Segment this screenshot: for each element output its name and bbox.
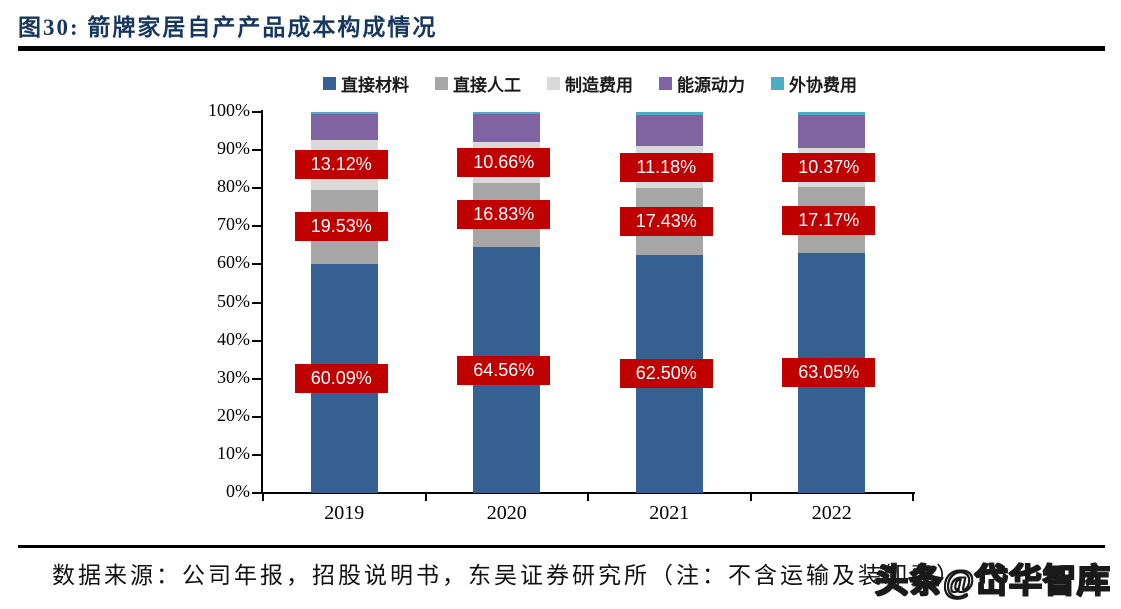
data-label-直接材料-2022: 63.05%	[782, 358, 876, 388]
legend-label: 制造费用	[565, 76, 633, 95]
source-note: 数据来源：公司年报，招股说明书，东吴证券研究所（注：不含运输及装卸费）	[52, 563, 962, 588]
legend-swatch-icon	[771, 77, 784, 90]
y-axis-tick	[252, 187, 262, 190]
y-axis-tick	[252, 263, 262, 266]
legend-swatch-icon	[323, 77, 336, 90]
y-axis-tick-label: 70%	[217, 214, 250, 235]
x-axis-label-2021: 2021	[649, 502, 690, 524]
x-axis-tick	[912, 492, 914, 501]
footer-divider	[18, 545, 1105, 548]
y-axis-tick-label: 0%	[226, 481, 250, 501]
y-axis-tick-label: 30%	[217, 366, 250, 387]
figure-title: 图30: 箭牌家居自产产品成本构成情况	[18, 15, 438, 40]
data-label-直接材料-2019: 60.09%	[294, 364, 388, 394]
y-axis-tick	[252, 149, 262, 152]
y-axis-tick-label: 60%	[217, 252, 250, 273]
y-axis-line	[261, 110, 263, 494]
bar-segment-能源动力-2022	[798, 114, 866, 148]
legend-item-3: 能源动力	[659, 71, 745, 96]
x-axis-tick	[262, 492, 264, 501]
plot-area: 60.09% 19.53% 13.12% 64.56% 16.83% 10.66% 62.5…	[263, 112, 913, 493]
data-label-直接材料-2021: 62.50%	[619, 359, 713, 389]
legend-label: 直接人工	[453, 76, 521, 95]
y-axis-tick	[252, 225, 262, 228]
y-axis-tick-label: 100%	[208, 100, 250, 120]
legend-swatch-icon	[435, 77, 448, 90]
y-axis-tick-label: 80%	[217, 176, 250, 197]
legend-item-4: 外协费用	[771, 71, 857, 96]
y-axis-tick	[252, 301, 262, 304]
data-label-直接材料-2020: 64.56%	[457, 355, 551, 385]
x-axis-tick	[587, 492, 589, 501]
legend-swatch-icon	[659, 77, 672, 90]
legend-label: 能源动力	[677, 76, 745, 95]
legend-swatch-icon	[547, 77, 560, 90]
y-axis-tick-label: 90%	[217, 138, 250, 159]
bar-segment-能源动力-2020	[473, 114, 541, 143]
legend-item-0: 直接材料	[323, 71, 409, 96]
data-label-直接人工-2022: 17.17%	[782, 205, 876, 235]
legend-item-2: 制造费用	[547, 71, 633, 96]
data-label-直接人工-2021: 17.43%	[619, 207, 713, 237]
data-label-制造费用-2022: 10.37%	[782, 153, 876, 183]
data-label-直接人工-2019: 19.53%	[294, 212, 388, 242]
legend-item-1: 直接人工	[435, 71, 521, 96]
data-label-制造费用-2020: 10.66%	[457, 148, 551, 178]
y-axis-tick-label: 50%	[217, 290, 250, 311]
x-axis-label-2022: 2022	[811, 502, 852, 524]
x-axis-tick	[749, 492, 752, 501]
y-axis-tick	[252, 111, 262, 113]
x-axis-tick	[424, 492, 427, 501]
legend-label: 外协费用	[789, 76, 857, 95]
y-axis-tick	[252, 377, 262, 380]
x-axis-label-2019: 2019	[324, 502, 365, 524]
bar-segment-外协费用-2019	[310, 112, 378, 115]
watermark: 头条@岱华智库	[874, 563, 1111, 601]
x-axis-line	[253, 492, 915, 494]
y-axis-tick	[252, 492, 262, 494]
bar-segment-外协费用-2022	[798, 112, 866, 115]
title-divider	[18, 46, 1105, 51]
legend-label: 直接材料	[341, 76, 409, 95]
x-axis-label-2020: 2020	[486, 502, 527, 524]
y-axis-tick	[252, 339, 262, 342]
data-label-制造费用-2019: 13.12%	[294, 150, 388, 180]
y-axis-tick-label: 10%	[217, 442, 250, 463]
bar-segment-能源动力-2019	[310, 114, 378, 140]
data-label-制造费用-2021: 11.18%	[619, 152, 713, 182]
y-axis-tick-label: 40%	[217, 328, 250, 349]
y-axis-tick	[252, 453, 262, 456]
data-label-直接人工-2020: 16.83%	[457, 200, 551, 230]
chart-legend: 直接材料 直接人工 制造费用 能源动力 外协费用	[240, 71, 940, 96]
y-axis-tick-label: 20%	[217, 404, 250, 425]
bar-segment-能源动力-2021	[635, 114, 703, 146]
bar-segment-外协费用-2021	[635, 112, 703, 115]
bar-segment-外协费用-2020	[473, 112, 541, 115]
y-axis-tick	[252, 415, 262, 418]
